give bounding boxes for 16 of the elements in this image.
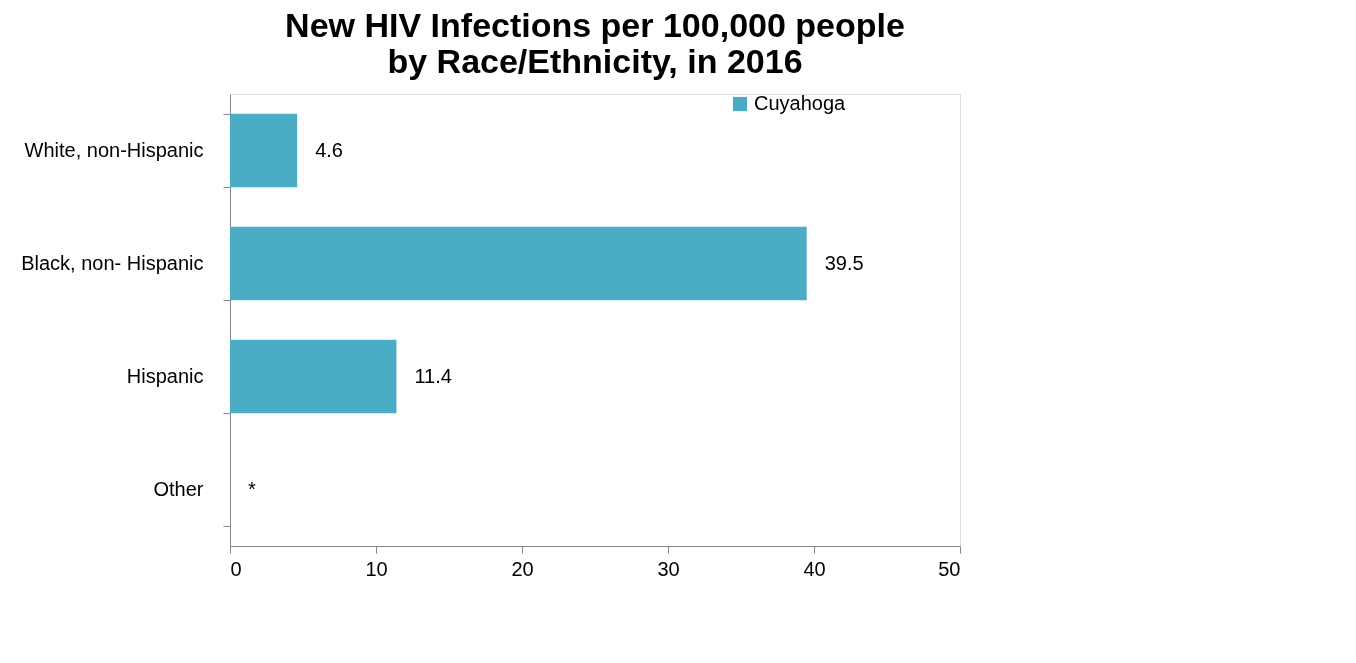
x-tick-label: 50 [938,557,961,580]
x-tick-label: 0 [230,557,242,580]
y-tick-label: White, non-Hispanic [24,139,204,161]
x-tick-label: 40 [803,557,826,580]
x-tick-label: 10 [365,557,388,580]
y-tick-label: Hispanic [126,365,204,387]
x-tick-label: 20 [511,557,534,580]
text: * [248,477,256,500]
legend-label: Cuyahoga [754,92,847,114]
y-tick-label: Other [153,478,204,500]
chart-title: New HIV Infections per 100,000 people by Race/Ethnicity, in 2016 [285,6,905,80]
data-label: 11.4 [414,364,452,387]
x-tick-label: 30 [657,557,680,580]
y-tick-label: Black, non- Hispanic [21,252,204,274]
data-label: 4.6 [315,138,343,161]
data-label: 39.5 [824,251,864,274]
